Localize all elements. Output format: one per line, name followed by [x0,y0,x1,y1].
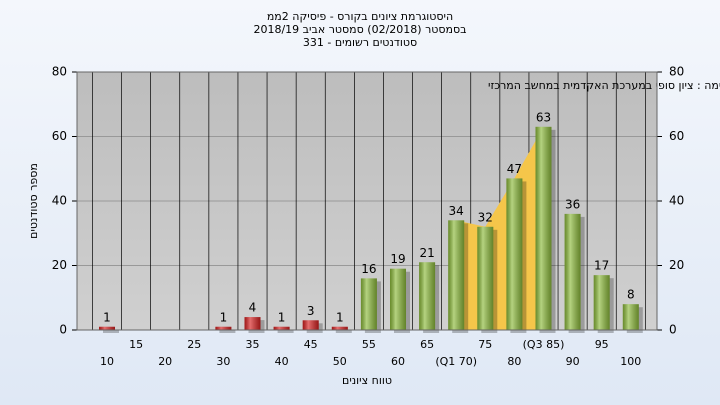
bar-shine [331,326,348,330]
x-tick-label: (Q1 70) [435,355,477,368]
bar-shine [448,220,465,330]
bar-shine [535,126,552,330]
x-tick-label: 65 [420,338,434,351]
data-label: 32 [478,210,493,224]
x-tick-label: 30 [216,355,230,368]
data-label: 17 [594,259,609,273]
x-tick-label: 10 [100,355,114,368]
y2-tick-label: 60 [669,129,684,143]
y-tick-label: 40 [52,194,67,208]
x-tick-label: 40 [275,355,289,368]
x-tick-label: 20 [158,355,172,368]
data-label: 1 [220,310,228,324]
bar-shine [244,317,261,330]
bar-shine [302,320,319,330]
annotation: במשימה : ציון סופי במערכת האקדמית במחשב … [488,79,720,92]
data-label: 4 [249,301,257,315]
x-tick-label: 45 [304,338,318,351]
x-tick-label: 25 [187,338,201,351]
x-tick-label: (Q3 85) [523,338,565,351]
x-tick-label: 100 [620,355,641,368]
data-label: 47 [507,162,522,176]
bar-shine [622,304,639,330]
y2-tick-label: 80 [669,65,684,79]
y2-tick-label: 40 [669,194,684,208]
bar-shadow [219,329,236,333]
bar-shadow [103,329,119,333]
y-tick-label: 60 [52,129,67,143]
x-tick-label: 95 [595,338,609,351]
bar-shine [360,278,377,330]
x-tick-label: 90 [566,355,580,368]
y-tick-label: 20 [52,258,67,272]
bar-shine [477,226,494,330]
title: בסמסטר (02/2018) סמסטר אביב 2018/19 [253,23,466,36]
bar-shine [506,178,523,330]
data-label: 63 [536,110,551,124]
title: היסטוגרמת ציונים בקורס - פיסיקה 2ממ [267,10,453,23]
data-label: 8 [627,288,635,302]
x-tick-label: 50 [333,355,347,368]
data-label: 1 [336,310,344,324]
y2-tick-label: 20 [669,258,684,272]
data-label: 36 [565,197,580,211]
data-label: 34 [449,204,464,218]
y2-tick-label: 0 [669,323,677,337]
y-tick-label: 80 [52,65,67,79]
data-label: 16 [361,262,376,276]
x-tick-label: 15 [129,338,143,351]
data-label: 1 [278,310,286,324]
data-label: 3 [307,304,315,318]
bar-shadow [335,329,352,333]
bar-shine [273,326,290,330]
x-axis-label: טווח ציונים [342,374,392,387]
bar-shine [419,262,436,330]
y-axis-label: מספר סטודנטים [27,163,40,239]
bar-shine [99,326,115,330]
y-tick-label: 0 [59,323,67,337]
bar-shine [593,275,610,330]
x-tick-label: 60 [391,355,405,368]
x-tick-label: 35 [246,338,260,351]
data-label: 1 [103,310,111,324]
bar-shine [390,268,406,330]
title: סטודנטים רשומים - 331 [303,36,417,49]
plot-border [76,71,658,331]
data-label: 21 [419,246,434,260]
bar-shadow [277,329,294,333]
x-tick-label: 75 [478,338,492,351]
bar-shine [564,213,581,330]
x-tick-label: 55 [362,338,376,351]
x-tick-label: 80 [507,355,521,368]
bar-shine [215,326,232,330]
data-label: 19 [390,252,405,266]
